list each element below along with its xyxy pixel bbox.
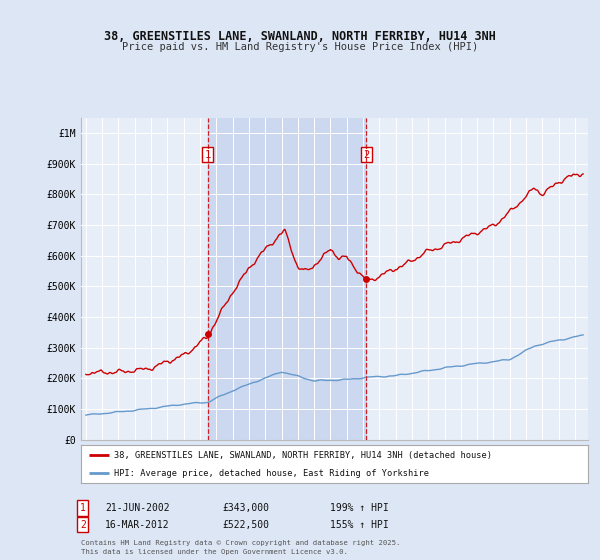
Text: HPI: Average price, detached house, East Riding of Yorkshire: HPI: Average price, detached house, East… — [114, 469, 429, 478]
Text: 38, GREENSTILES LANE, SWANLAND, NORTH FERRIBY, HU14 3NH: 38, GREENSTILES LANE, SWANLAND, NORTH FE… — [104, 30, 496, 43]
Text: 2: 2 — [80, 520, 86, 530]
Text: Price paid vs. HM Land Registry's House Price Index (HPI): Price paid vs. HM Land Registry's House … — [122, 42, 478, 52]
Text: 16-MAR-2012: 16-MAR-2012 — [105, 520, 170, 530]
Text: 2: 2 — [364, 150, 370, 160]
Text: 155% ↑ HPI: 155% ↑ HPI — [330, 520, 389, 530]
Text: 38, GREENSTILES LANE, SWANLAND, NORTH FERRIBY, HU14 3NH (detached house): 38, GREENSTILES LANE, SWANLAND, NORTH FE… — [114, 451, 492, 460]
Bar — [208, 118, 367, 440]
Text: 21-JUN-2002: 21-JUN-2002 — [105, 503, 170, 513]
Text: 199% ↑ HPI: 199% ↑ HPI — [330, 503, 389, 513]
Text: Contains HM Land Registry data © Crown copyright and database right 2025.
This d: Contains HM Land Registry data © Crown c… — [81, 540, 400, 555]
Text: 1: 1 — [80, 503, 86, 513]
Text: £522,500: £522,500 — [222, 520, 269, 530]
Text: £343,000: £343,000 — [222, 503, 269, 513]
Text: 1: 1 — [205, 150, 211, 160]
